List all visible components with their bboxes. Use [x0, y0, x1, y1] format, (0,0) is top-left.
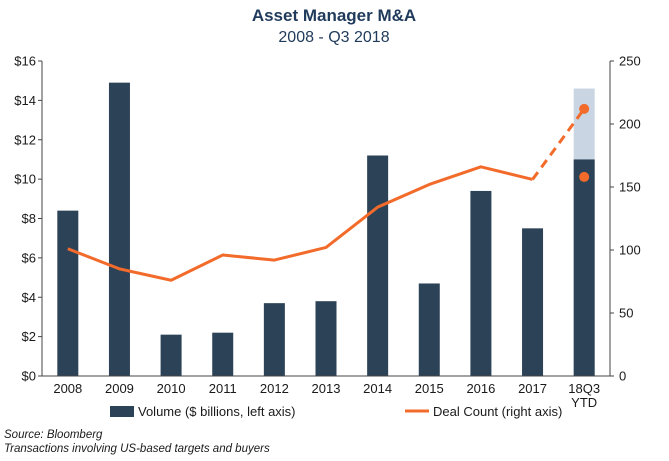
bar-series	[57, 82, 595, 376]
left-tick-label: $8	[22, 211, 36, 226]
chart-title: Asset Manager M&A	[252, 6, 416, 25]
right-tick-label: 200	[619, 117, 641, 132]
x-tick-label: 2012	[260, 381, 289, 396]
legend-swatch-volume	[110, 406, 134, 417]
left-axis: $0 $2 $4 $6 $8 $10 $12 $14 $16	[14, 54, 42, 384]
legend: Volume ($ billions, left axis) Deal Coun…	[110, 404, 562, 419]
x-tick-label: 2015	[415, 381, 444, 396]
bar-2015	[418, 283, 440, 376]
x-tick-label: 2016	[466, 381, 495, 396]
left-tick-label: $4	[22, 290, 36, 305]
bar-2011	[212, 332, 234, 376]
x-tick-label: 2010	[157, 381, 186, 396]
bar-2017	[522, 228, 544, 376]
bar-2008	[57, 210, 79, 376]
left-tick-label: $16	[14, 54, 36, 69]
x-axis: 2008 2009 2010 2011 2012 2013 2014 2015 2016 2017…	[53, 381, 600, 410]
left-tick-label: $14	[14, 93, 36, 108]
right-axis: 0 50 100 150 200 250	[610, 54, 641, 384]
bar-2016	[470, 190, 492, 376]
bar-18q3-ytd	[573, 159, 595, 376]
left-tick-label: $6	[22, 250, 36, 265]
legend-label-deal-count: Deal Count (right axis)	[433, 404, 562, 419]
right-tick-label: 100	[619, 243, 641, 258]
x-tick-label: 2014	[363, 381, 392, 396]
deal-count-line	[67, 165, 533, 282]
description-note: Transactions involving US-based targets …	[4, 443, 270, 455]
right-tick-label: 250	[619, 54, 641, 69]
right-tick-label: 50	[619, 306, 633, 321]
deal-count-projected-point	[579, 103, 590, 114]
x-tick-label: 2011	[209, 381, 237, 396]
deal-count-ytd-point	[579, 171, 590, 182]
x-tick-label: 2013	[312, 381, 341, 396]
left-tick-label: $0	[22, 369, 36, 384]
right-tick-label: 150	[619, 180, 641, 195]
left-tick-label: $12	[14, 132, 36, 147]
line-series	[67, 103, 590, 282]
bar-2009	[108, 82, 130, 376]
source-note: Source: Bloomberg	[4, 429, 103, 441]
x-tick-label: 2009	[105, 381, 134, 396]
bar-2012	[263, 303, 285, 376]
bar-2014	[367, 155, 389, 376]
left-tick-label: $10	[14, 172, 36, 187]
x-tick-label: 18Q3 YTD	[568, 381, 600, 410]
legend-label-volume: Volume ($ billions, left axis)	[138, 404, 296, 419]
x-tick-label: 2017	[518, 381, 547, 396]
right-tick-label: 0	[619, 369, 626, 384]
bar-2010	[160, 334, 182, 376]
bar-2013	[315, 301, 337, 376]
x-tick-label: 2008	[53, 381, 82, 396]
chart-subtitle: 2008 - Q3 2018	[278, 29, 389, 46]
left-tick-label: $2	[22, 329, 36, 344]
